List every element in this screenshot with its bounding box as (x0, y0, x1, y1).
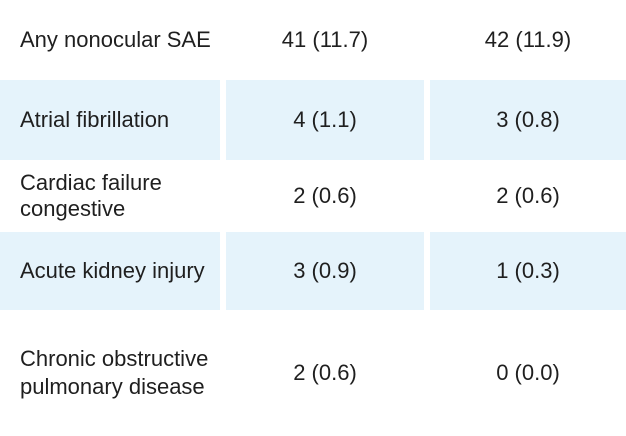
row-value-group-2: 0 (0.0) (496, 360, 560, 385)
row-value-group-2: 3 (0.8) (430, 80, 626, 160)
row-value-group-1: 41 (11.7) (281, 27, 369, 52)
table-row: Chronic obstructive pulmonary disease 2 … (0, 310, 626, 436)
row-value-group-2: 2 (0.6) (496, 183, 560, 208)
row-label: Acute kidney injury (0, 232, 220, 310)
row-label: Atrial fibrillation (0, 80, 220, 160)
row-value-group-1: 4 (1.1) (226, 80, 424, 160)
row-label: Cardiac failure congestive (20, 170, 162, 221)
table-row: Atrial fibrillation 4 (1.1) 3 (0.8) (0, 80, 626, 160)
row-value-group-2: 42 (11.9) (484, 27, 572, 52)
table-row: Any nonocular SAE 41 (11.7) 42 (11.9) (0, 0, 626, 80)
row-value-group-2: 1 (0.3) (430, 232, 626, 310)
row-label: Any nonocular SAE (20, 27, 211, 52)
table-row: Cardiac failure congestive 2 (0.6) 2 (0.… (0, 160, 626, 232)
table-row: Acute kidney injury 3 (0.9) 1 (0.3) (0, 232, 626, 310)
row-value-group-1: 3 (0.9) (226, 232, 424, 310)
row-value-group-1: 2 (0.6) (293, 183, 357, 208)
row-label: Chronic obstructive pulmonary disease (20, 346, 209, 399)
row-value-group-1: 2 (0.6) (293, 360, 357, 385)
